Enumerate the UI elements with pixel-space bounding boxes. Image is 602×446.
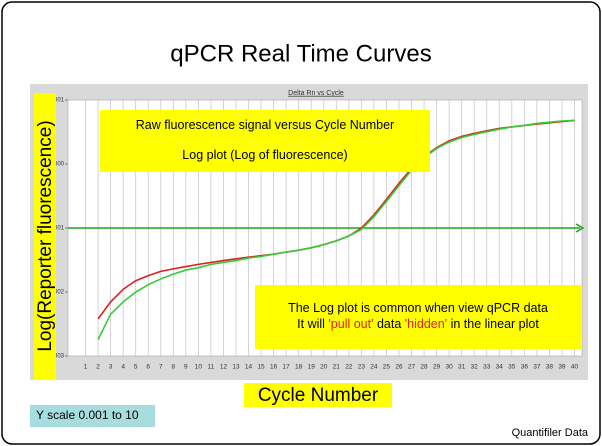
x-tick-label: 35: [508, 364, 516, 371]
x-tick-label: 28: [420, 364, 428, 371]
x-tick-label: 4: [121, 364, 125, 371]
x-tick-label: 38: [546, 364, 554, 371]
x-tick-label: 3: [109, 364, 113, 371]
x-tick-label: 33: [483, 364, 491, 371]
x-tick-label: 24: [370, 364, 378, 371]
x-tick-label: 40: [571, 364, 579, 371]
series-line: [97, 119, 575, 341]
x-tick-label: 31: [458, 364, 466, 371]
x-tick-label: 9: [184, 364, 188, 371]
annotation-box: [255, 285, 581, 349]
x-tick-label: 8: [171, 364, 175, 371]
x-tick-label: 25: [383, 364, 391, 371]
annotation-text: It will 'pull out' data 'hidden' in the …: [297, 317, 539, 331]
annotation-box: [100, 110, 430, 172]
x-tick-label: 34: [496, 364, 504, 371]
note-box: [30, 405, 155, 427]
x-tick-label: 32: [471, 364, 479, 371]
x-tick-label: 39: [558, 364, 566, 371]
x-tick-label: 7: [159, 364, 163, 371]
x-tick-label: 16: [270, 364, 278, 371]
annotation-segment: 'pull out': [328, 317, 373, 331]
x-tick-label: 14: [245, 364, 253, 371]
annotation-text: The Log plot is common when view qPCR da…: [288, 301, 548, 315]
source: Quantifiler Data: [512, 427, 589, 439]
x-tick-label: 21: [333, 364, 341, 371]
y-axis-label: Log(Reporter fluorescence): [35, 120, 56, 351]
annotation-segment: data: [374, 317, 405, 331]
x-tick-label: 26: [395, 364, 403, 371]
marks: [68, 119, 585, 341]
x-tick-label: 37: [533, 364, 541, 371]
y-label-box: [34, 93, 56, 380]
x-tick-label: 12: [220, 364, 228, 371]
x-tick-label: 2: [96, 364, 100, 371]
threshold-arrow: [575, 223, 585, 233]
x-tick-label: 30: [445, 364, 453, 371]
x-tick-label: 20: [320, 364, 328, 371]
x-tick-label: 29: [433, 364, 441, 371]
note: Y scale 0.001 to 10: [36, 408, 139, 422]
x-tick-label: 1: [84, 364, 88, 371]
x-axis-label: Cycle Number: [258, 385, 379, 406]
annotation-segment: Raw fluorescence signal versus Cycle Num…: [136, 118, 394, 132]
x-tick-label: 15: [257, 364, 265, 371]
x-label-box: [244, 383, 392, 407]
x-tick-label: 11: [208, 364, 215, 371]
x-tick-label: 36: [521, 364, 529, 371]
annotation-text: Raw fluorescence signal versus Cycle Num…: [136, 118, 394, 132]
x-tick-label: 13: [232, 364, 240, 371]
annotation-segment: It will: [297, 317, 328, 331]
annotations: Raw fluorescence signal versus Cycle Num…: [100, 110, 581, 349]
x-tick-label: 27: [408, 364, 416, 371]
x-tick-label: 22: [345, 364, 353, 371]
x-tick-label: 23: [358, 364, 366, 371]
annotation-segment: 'hidden': [405, 317, 447, 331]
x-tick-label: 5: [134, 364, 138, 371]
x-tick-label: 19: [308, 364, 316, 371]
annotation-segment: in the linear plot: [447, 317, 539, 331]
x-tick-label: 18: [295, 364, 303, 371]
x-tick-label: 6: [146, 364, 150, 371]
annotation-text: Log plot (Log of fluorescence): [182, 148, 347, 162]
x-tick-label: 17: [283, 364, 291, 371]
chart-subtitle: Delta Rn vs Cycle: [288, 90, 344, 97]
annotation-segment: The Log plot is common when view qPCR da…: [288, 301, 548, 315]
slide-title: qPCR Real Time Curves: [170, 40, 431, 67]
annotation-segment: Log plot (Log of fluorescence): [182, 148, 347, 162]
x-tick-label: 10: [195, 364, 203, 371]
